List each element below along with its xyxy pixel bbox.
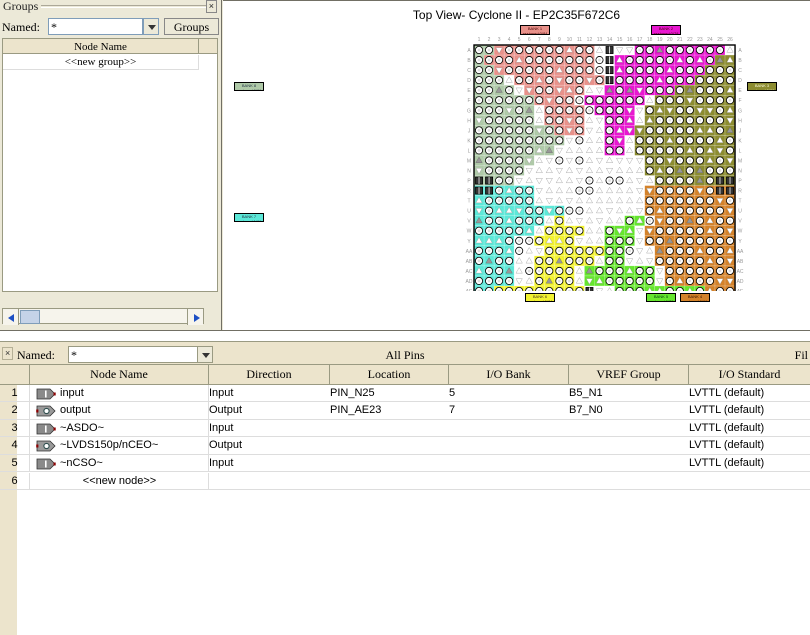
svg-text:M: M <box>467 158 471 164</box>
svg-text:T: T <box>467 199 470 205</box>
svg-text:13: 13 <box>597 37 603 43</box>
svg-text:26: 26 <box>727 37 733 43</box>
svg-text:AC: AC <box>466 269 473 275</box>
svg-text:10: 10 <box>567 37 573 43</box>
svg-text:14: 14 <box>607 37 613 43</box>
svg-text:R: R <box>738 189 742 195</box>
svg-text:G: G <box>738 108 742 114</box>
svg-text:AE: AE <box>737 289 744 291</box>
svg-text:K: K <box>738 138 742 144</box>
svg-text:W: W <box>467 229 472 235</box>
svg-text:22: 22 <box>687 37 693 43</box>
svg-text:2: 2 <box>488 37 491 43</box>
svg-text:4: 4 <box>508 37 511 43</box>
svg-text:K: K <box>467 138 471 144</box>
svg-text:F: F <box>739 98 742 104</box>
svg-text:B: B <box>738 58 742 64</box>
svg-text:Y: Y <box>467 239 471 245</box>
svg-text:Y: Y <box>738 239 742 245</box>
svg-text:C: C <box>467 68 471 74</box>
svg-text:U: U <box>738 209 742 215</box>
svg-text:9: 9 <box>558 37 561 43</box>
svg-text:N: N <box>738 169 742 175</box>
svg-text:L: L <box>739 148 742 154</box>
svg-text:V: V <box>738 219 742 225</box>
svg-text:R: R <box>467 189 471 195</box>
svg-text:18: 18 <box>647 37 653 43</box>
svg-text:3: 3 <box>498 37 501 43</box>
svg-text:AE: AE <box>466 289 473 291</box>
svg-text:N: N <box>467 169 471 175</box>
svg-text:AA: AA <box>737 249 744 255</box>
svg-text:17: 17 <box>637 37 643 43</box>
svg-text:H: H <box>738 118 742 124</box>
svg-text:H: H <box>467 118 471 124</box>
svg-text:AD: AD <box>466 279 473 285</box>
svg-text:E: E <box>467 88 471 94</box>
svg-text:W: W <box>738 229 743 235</box>
svg-text:19: 19 <box>657 37 663 43</box>
svg-text:25: 25 <box>717 37 723 43</box>
svg-text:T: T <box>739 199 742 205</box>
svg-text:J: J <box>739 128 742 134</box>
svg-text:AD: AD <box>737 279 744 285</box>
svg-text:P: P <box>467 179 471 185</box>
svg-text:G: G <box>467 108 471 114</box>
svg-text:AC: AC <box>737 269 744 275</box>
svg-text:A: A <box>738 48 742 54</box>
svg-text:12: 12 <box>587 37 593 43</box>
svg-text:15: 15 <box>617 37 623 43</box>
svg-text:AB: AB <box>737 259 744 265</box>
svg-text:11: 11 <box>577 37 582 43</box>
svg-text:AB: AB <box>466 259 473 265</box>
svg-text:U: U <box>467 209 471 215</box>
svg-text:P: P <box>738 179 742 185</box>
svg-text:23: 23 <box>697 37 703 43</box>
svg-text:5: 5 <box>518 37 521 43</box>
svg-text:J: J <box>468 128 471 134</box>
svg-text:20: 20 <box>667 37 673 43</box>
svg-text:M: M <box>738 158 742 164</box>
svg-text:D: D <box>738 78 742 84</box>
svg-text:16: 16 <box>627 37 633 43</box>
svg-text:AA: AA <box>466 249 473 255</box>
svg-text:E: E <box>738 88 742 94</box>
svg-text:D: D <box>467 78 471 84</box>
svg-text:6: 6 <box>528 37 531 43</box>
svg-text:7: 7 <box>538 37 541 43</box>
svg-text:F: F <box>467 98 470 104</box>
svg-text:V: V <box>467 219 471 225</box>
svg-text:1: 1 <box>478 37 481 43</box>
svg-text:L: L <box>468 148 471 154</box>
svg-text:21: 21 <box>677 37 683 43</box>
svg-text:A: A <box>467 48 471 54</box>
svg-text:24: 24 <box>707 37 713 43</box>
svg-text:8: 8 <box>548 37 551 43</box>
svg-text:B: B <box>467 58 471 64</box>
svg-text:C: C <box>738 68 742 74</box>
